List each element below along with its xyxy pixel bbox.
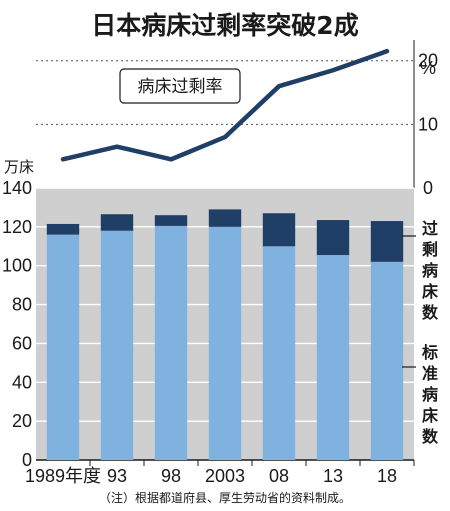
line-gridlines — [36, 40, 415, 188]
line-y-unit: % — [420, 58, 436, 78]
bar-x-tick-label: 93 — [107, 466, 127, 486]
bar-y-tick-label: 140 — [2, 178, 32, 198]
bar-standard — [154, 225, 188, 460]
line-series-label: 病床过剩率 — [138, 77, 223, 97]
bar-y-tick-label: 40 — [12, 372, 32, 392]
line-legend-box — [119, 68, 241, 104]
line-series — [60, 48, 390, 162]
line-y-tick-label: 20 — [418, 51, 438, 71]
bar-y-tick-label: 0 — [22, 450, 32, 470]
bar-y-tick-label: 100 — [2, 256, 32, 276]
bar-x-tick-label: 2003 — [205, 466, 245, 486]
bar-series — [46, 209, 404, 460]
bar-y-tick-label: 120 — [2, 217, 32, 237]
bar-y-unit: 万床 — [4, 158, 34, 176]
bar-standard — [370, 261, 404, 460]
line-y-tick-label: 0 — [423, 178, 433, 198]
side-excess-char: 数 — [422, 303, 439, 322]
line-legend: 病床过剩率 — [119, 68, 241, 104]
bar-standard — [262, 246, 296, 460]
bar-y-tick-label: 80 — [12, 295, 32, 315]
line-y-tick-label: 10 — [418, 114, 438, 134]
bar-excess — [46, 223, 80, 235]
bar-x-ticks: 1989年度 93 98 2003 08 13 18 — [25, 460, 415, 486]
bar-excess — [262, 213, 296, 247]
side-excess-char: 过 — [422, 219, 438, 238]
bar-standard — [100, 230, 134, 460]
side-standard-char: 标 — [421, 343, 438, 362]
bar-excess — [316, 220, 350, 256]
bar-y-ticks: 0 20 40 60 80 100 120 140 — [2, 178, 32, 470]
bar-excess — [208, 209, 242, 227]
bar-standard — [208, 226, 242, 460]
bar-x-tick-label: 08 — [269, 466, 289, 486]
line-series-path — [60, 48, 390, 162]
bar-standard — [46, 234, 80, 460]
bar-excess — [370, 221, 404, 262]
side-standard-char: 数 — [422, 427, 439, 446]
bar-standard — [316, 255, 350, 460]
bar-x-tick-label: 98 — [161, 466, 181, 486]
side-standard-char: 病 — [422, 385, 438, 404]
line-y-ticks: 0 10 20 — [418, 51, 438, 198]
bar-excess — [100, 214, 134, 231]
bar-y-tick-label: 20 — [12, 411, 32, 431]
side-excess-char: 床 — [422, 282, 439, 301]
side-standard-char: 准 — [422, 364, 438, 383]
bar-x-tick-label: 13 — [323, 466, 343, 486]
bar-x-tick-label: 18 — [377, 466, 397, 486]
line-chart: 0 10 20 % 病床过剩率 — [36, 40, 438, 198]
side-excess-char: 剩 — [422, 240, 438, 259]
chart-title: 日本病床过剩率突破2成 — [91, 11, 358, 40]
bar-y-tick-label: 60 — [12, 333, 32, 353]
source-note: （注）根据都道府县、厚生劳动省的资料制成。 — [99, 490, 351, 505]
side-standard-char: 床 — [422, 406, 439, 425]
side-excess-char: 病 — [422, 261, 438, 280]
bar-x-tick-label: 1989年度 — [25, 466, 101, 486]
bar-excess — [154, 215, 188, 226]
